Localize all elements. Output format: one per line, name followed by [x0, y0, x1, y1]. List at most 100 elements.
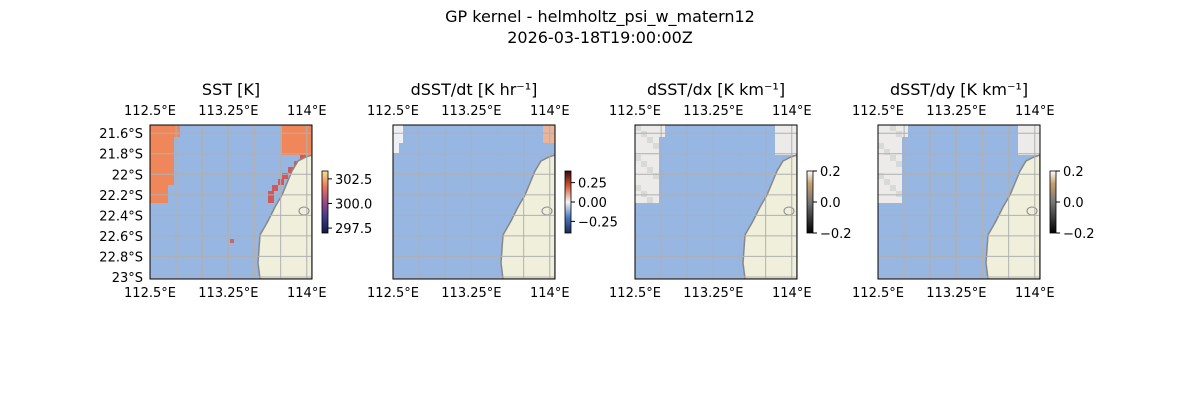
gradient-cell: [647, 161, 653, 167]
gradient-cell: [878, 131, 884, 137]
gradient-cell: [896, 179, 902, 185]
sst-cell: [168, 143, 174, 149]
gradient-cell: [890, 125, 896, 131]
gradient-cell: [1024, 149, 1030, 155]
gradient-cell: [890, 179, 896, 185]
sst-cell: [162, 191, 168, 197]
gradient-cell: [884, 161, 890, 167]
gradient-cell: [896, 167, 902, 173]
gradient-cell: [878, 167, 884, 173]
sst-cell: [150, 167, 156, 173]
gradient-cell: [781, 143, 787, 149]
sst-cell: [268, 191, 274, 197]
gradient-cell: [902, 125, 908, 131]
gradient-cell: [884, 179, 890, 185]
sst-cell: [174, 131, 180, 137]
gradient-cell: [787, 131, 793, 137]
colorbar-tick-label: 0.0: [1063, 196, 1084, 211]
gradient-cell: [635, 167, 641, 173]
gradient-cell: [896, 137, 902, 143]
sst-cell: [156, 161, 162, 167]
gradient-cell: [884, 131, 890, 137]
gradient-cell: [890, 185, 896, 191]
sst-cell: [162, 167, 168, 173]
sst-cell: [162, 155, 168, 161]
gradient-cell: [890, 131, 896, 137]
gradient-cell: [653, 131, 659, 137]
xtick-label-bottom: 113.25°E: [926, 286, 986, 301]
gradient-cell: [635, 185, 641, 191]
sst-cell: [162, 179, 168, 185]
gradient-cell: [896, 173, 902, 179]
gradient-cell: [641, 131, 647, 137]
gradient-cell: [890, 161, 896, 167]
sst-cell: [306, 125, 312, 131]
xtick-label-top: 112.5°E: [609, 104, 661, 119]
gradient-cell: [781, 125, 787, 131]
gradient-cell: [647, 149, 653, 155]
gradient-cell: [884, 167, 890, 173]
gradient-cell: [647, 197, 653, 203]
gradient-cell: [1036, 143, 1040, 149]
gradient-cell: [775, 137, 781, 143]
gradient-cell: [641, 167, 647, 173]
ytick-label: 22.2°S: [99, 189, 143, 204]
gradient-cell: [647, 179, 653, 185]
sst-cell: [168, 125, 174, 131]
ytick-label: 21.8°S: [99, 148, 143, 163]
colorbar-tick-label: 302.5: [335, 173, 372, 188]
gradient-cell: [787, 137, 793, 143]
sst-cell: [156, 143, 162, 149]
panel-title: dSST/dy [K km⁻¹]: [890, 80, 1028, 99]
sst-cell: [150, 173, 156, 179]
sst-cell: [306, 149, 312, 155]
gradient-cell: [641, 125, 647, 131]
xtick-label-top: 112.5°E: [367, 104, 419, 119]
gradient-cell: [641, 149, 647, 155]
ytick-label: 22.8°S: [99, 250, 143, 265]
colorbar-tick-label: 0.2: [820, 165, 841, 180]
gradient-cell: [1036, 149, 1040, 155]
sst-cell: [288, 137, 294, 143]
map-panel-3: dSST/dx [K km⁻¹] 112.5°E 112.5°E 113.25°E 11…: [609, 80, 852, 301]
ytick-label: 22.4°S: [99, 209, 143, 224]
gradient-cell: [890, 155, 896, 161]
map-frame: [392, 124, 556, 280]
sst-cell: [174, 125, 180, 131]
colorbar: [1049, 170, 1057, 234]
colorbar: [321, 170, 329, 234]
gradient-cell: [1036, 125, 1040, 131]
gradient-cell: [1018, 131, 1024, 137]
land-coastline: [257, 154, 312, 279]
ytick-label: 21.6°S: [99, 127, 143, 142]
sst-cell: [294, 131, 300, 137]
panel-title: SST [K]: [202, 80, 260, 99]
gradient-cell: [890, 137, 896, 143]
xtick-label-bottom: 114°E: [287, 286, 327, 301]
gradient-cell: [896, 191, 902, 197]
sst-cell: [150, 155, 156, 161]
gradient-cell: [635, 197, 641, 203]
sst-cell: [150, 191, 156, 197]
sst-cell: [162, 131, 168, 137]
sst-cell: [162, 185, 168, 191]
gradient-cell: [884, 191, 890, 197]
sst-cell: [150, 149, 156, 155]
xtick-label-top: 113.25°E: [683, 104, 743, 119]
gradient-cell: [647, 167, 653, 173]
sst-cell: [150, 125, 156, 131]
sst-cell: [156, 197, 162, 203]
sst-cell: [150, 185, 156, 191]
gradient-cell: [1024, 125, 1030, 131]
gradient-cell: [635, 125, 641, 131]
sst-cell: [272, 185, 278, 191]
xtick-label-bottom: 112.5°E: [124, 286, 176, 301]
gradient-cell: [659, 131, 665, 137]
gradient-cell: [781, 149, 787, 155]
ytick-label: 23°S: [112, 271, 143, 286]
gradient-cell: [1024, 137, 1030, 143]
sst-cell: [150, 131, 156, 137]
colorbar-tick-label: 297.5: [335, 222, 372, 237]
colorbar-tick-label: 0.0: [820, 196, 841, 211]
gradient-cell: [896, 155, 902, 161]
